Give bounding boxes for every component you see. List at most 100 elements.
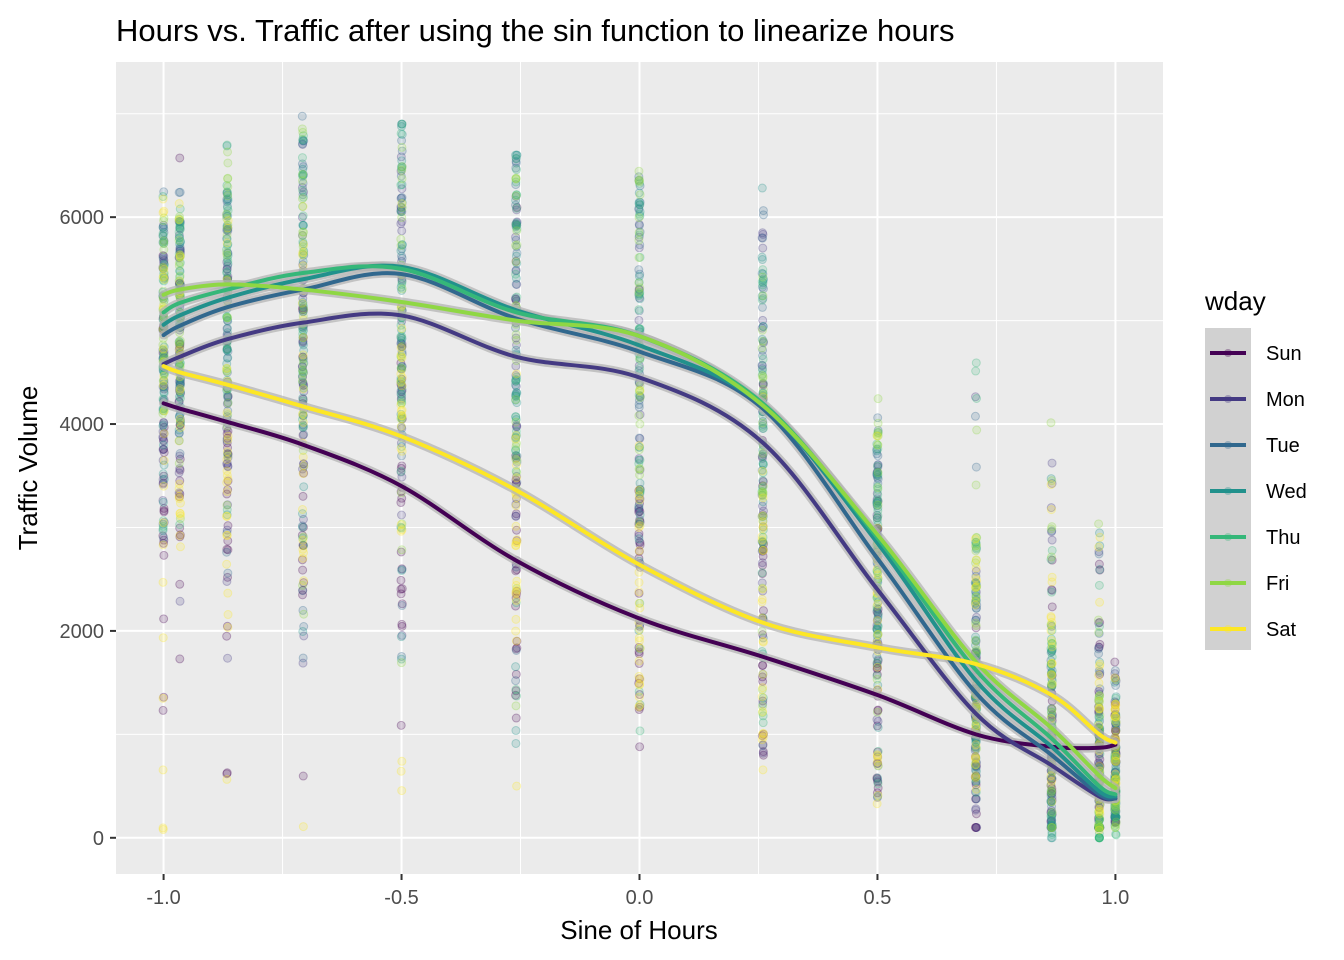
data-point	[1094, 822, 1104, 832]
data-point	[222, 459, 232, 469]
data-point	[1047, 710, 1057, 720]
data-point	[158, 495, 168, 505]
data-point	[971, 366, 981, 376]
data-point	[1046, 797, 1056, 807]
data-point	[635, 494, 645, 504]
data-point	[158, 264, 168, 274]
data-point	[396, 194, 406, 204]
data-point	[512, 781, 522, 791]
data-point	[971, 761, 981, 771]
data-point	[397, 381, 407, 391]
data-point	[158, 765, 168, 775]
data-point	[158, 469, 168, 479]
data-point	[757, 282, 767, 292]
data-point	[396, 463, 406, 473]
data-point	[298, 230, 308, 240]
data-point	[175, 542, 185, 552]
data-point	[223, 500, 233, 510]
data-point	[298, 354, 308, 364]
data-point	[158, 427, 168, 437]
data-point	[222, 399, 232, 409]
data-point	[1047, 783, 1057, 793]
data-point	[158, 420, 168, 430]
data-point	[511, 156, 521, 166]
data-point	[1094, 751, 1104, 761]
data-point	[1094, 758, 1104, 768]
data-point	[1111, 712, 1121, 722]
data-point	[758, 476, 768, 486]
data-point	[511, 511, 521, 521]
data-point	[222, 438, 232, 448]
data-point	[396, 589, 406, 599]
data-point	[298, 366, 308, 376]
data-point	[222, 489, 232, 499]
data-point	[635, 240, 645, 250]
data-point	[159, 256, 169, 266]
data-point	[758, 384, 768, 394]
data-point	[297, 111, 307, 121]
data-point	[175, 217, 185, 227]
data-point	[872, 773, 882, 783]
data-point	[758, 233, 768, 243]
data-point	[1094, 822, 1104, 832]
data-point	[1111, 756, 1121, 766]
data-point	[757, 291, 767, 301]
data-point	[223, 622, 233, 632]
data-point	[222, 511, 232, 521]
data-point	[222, 141, 232, 151]
data-point	[1094, 816, 1104, 826]
data-point	[223, 251, 233, 261]
data-point	[1095, 565, 1105, 575]
data-point	[298, 368, 308, 378]
data-point	[1110, 767, 1120, 777]
data-point	[511, 391, 521, 401]
data-point	[175, 379, 185, 389]
data-point	[1093, 615, 1103, 625]
data-point	[512, 258, 522, 268]
data-point	[873, 752, 883, 762]
data-point	[512, 576, 522, 586]
data-point	[512, 240, 522, 250]
data-point	[1046, 780, 1056, 790]
data-point	[1046, 703, 1056, 713]
data-point	[159, 447, 169, 457]
data-point	[634, 277, 644, 287]
data-point	[872, 774, 882, 784]
data-point	[1111, 812, 1121, 822]
data-point	[758, 379, 768, 389]
data-point	[158, 519, 168, 529]
data-point	[1111, 761, 1121, 771]
data-point	[511, 219, 521, 229]
data-point	[159, 342, 169, 352]
data-point	[873, 467, 883, 477]
data-point	[298, 535, 308, 545]
data-point	[634, 315, 644, 325]
data-point	[298, 423, 308, 433]
data-point	[299, 346, 309, 356]
data-point	[223, 443, 233, 453]
data-point	[758, 728, 768, 738]
data-point	[222, 500, 232, 510]
data-point	[758, 423, 768, 433]
data-point	[758, 322, 768, 332]
data-point	[396, 575, 406, 585]
data-point	[158, 633, 168, 643]
data-point	[1046, 822, 1056, 832]
data-point	[1094, 833, 1104, 843]
data-point	[222, 525, 232, 535]
data-point	[511, 593, 521, 603]
data-point	[223, 191, 233, 201]
data-point	[971, 537, 981, 547]
data-point	[872, 624, 882, 634]
data-point	[223, 316, 233, 326]
data-point	[397, 389, 407, 399]
data-point	[872, 620, 882, 630]
data-point	[511, 433, 521, 443]
data-point	[970, 822, 980, 832]
data-point	[223, 392, 233, 402]
data-point	[971, 794, 981, 804]
data-point	[397, 414, 407, 424]
data-point	[159, 237, 169, 247]
data-point	[222, 220, 232, 230]
data-point	[512, 430, 522, 440]
